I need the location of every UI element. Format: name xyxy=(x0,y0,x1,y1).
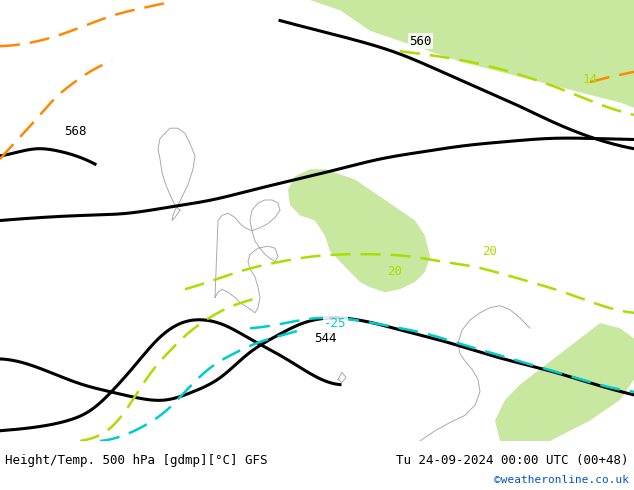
Text: 544: 544 xyxy=(314,332,336,345)
Text: 560: 560 xyxy=(409,34,431,48)
Text: Tu 24-09-2024 00:00 UTC (00+48): Tu 24-09-2024 00:00 UTC (00+48) xyxy=(396,454,629,466)
Text: 20: 20 xyxy=(482,245,498,258)
Text: 14: 14 xyxy=(583,74,597,87)
Text: -25: -25 xyxy=(324,317,346,330)
Text: 568: 568 xyxy=(64,125,86,138)
Polygon shape xyxy=(310,0,634,108)
Text: Height/Temp. 500 hPa [gdmp][°C] GFS: Height/Temp. 500 hPa [gdmp][°C] GFS xyxy=(5,454,268,466)
Polygon shape xyxy=(495,323,634,441)
Text: 20: 20 xyxy=(387,265,403,278)
Text: ©weatheronline.co.uk: ©weatheronline.co.uk xyxy=(494,475,629,485)
Polygon shape xyxy=(288,169,430,293)
